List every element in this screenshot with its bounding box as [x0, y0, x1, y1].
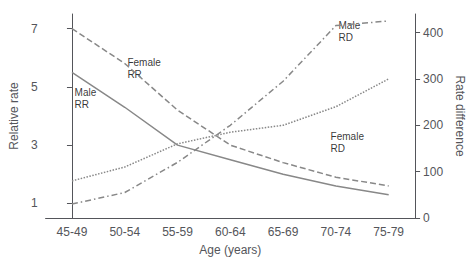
svg-text:0: 0	[423, 211, 430, 225]
svg-text:Relative rate: Relative rate	[7, 82, 21, 150]
svg-text:400: 400	[423, 26, 443, 40]
svg-text:RR: RR	[127, 69, 141, 80]
svg-text:1: 1	[31, 196, 38, 210]
svg-text:70-74: 70-74	[321, 225, 352, 239]
svg-text:RR: RR	[75, 99, 89, 110]
svg-text:7: 7	[31, 22, 38, 36]
svg-text:Rate difference: Rate difference	[453, 75, 467, 156]
svg-text:65-69: 65-69	[268, 225, 299, 239]
svg-text:75-79: 75-79	[373, 225, 404, 239]
svg-text:50-54: 50-54	[109, 225, 140, 239]
svg-text:5: 5	[31, 80, 38, 94]
svg-text:55-59: 55-59	[162, 225, 193, 239]
svg-text:Female: Female	[127, 57, 161, 68]
svg-text:300: 300	[423, 72, 443, 86]
svg-text:RD: RD	[339, 32, 353, 43]
svg-text:60-64: 60-64	[215, 225, 246, 239]
svg-text:3: 3	[31, 138, 38, 152]
svg-text:200: 200	[423, 118, 443, 132]
svg-text:Male: Male	[75, 87, 97, 98]
svg-text:100: 100	[423, 165, 443, 179]
svg-text:45-49: 45-49	[57, 225, 88, 239]
svg-text:RD: RD	[331, 143, 345, 154]
svg-text:Male: Male	[339, 20, 361, 31]
svg-text:Age (years): Age (years)	[199, 243, 261, 257]
svg-text:Female: Female	[331, 131, 365, 142]
